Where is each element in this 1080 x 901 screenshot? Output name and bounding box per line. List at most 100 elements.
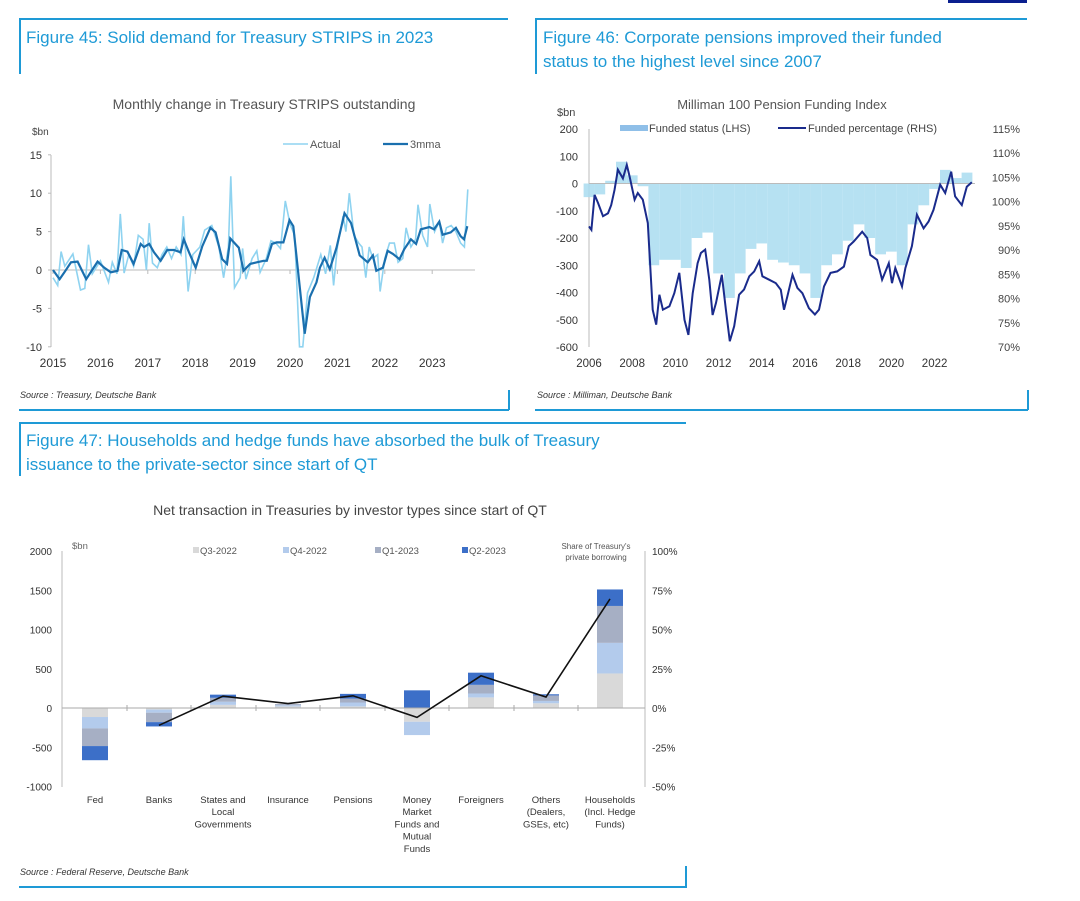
category-label: States and <box>200 795 245 806</box>
category-label: Funds <box>404 844 431 855</box>
legend-swatch <box>283 547 289 553</box>
y2-tick-label: -25% <box>652 743 675 754</box>
y-tick-label: -500 <box>32 743 52 754</box>
funded-status-bar <box>842 183 854 241</box>
funded-status-bar <box>929 183 940 189</box>
funded-status-bar <box>788 183 800 266</box>
y2-tick-label: -50% <box>652 783 675 794</box>
funded-status-bar <box>799 183 811 274</box>
x-tick-label: 2006 <box>576 358 602 370</box>
funded-status-bar <box>756 183 768 244</box>
x-tick-label: 2023 <box>419 356 446 370</box>
x-tick-label: 2019 <box>229 356 256 370</box>
legend-label: Q2-2023 <box>469 546 506 557</box>
category-label: (Dealers, <box>527 807 566 818</box>
bar-q4-2022 <box>533 700 559 704</box>
funded-status-bar <box>778 183 789 263</box>
y-tick-label: -5 <box>32 303 42 315</box>
funded-status-bar <box>853 183 865 225</box>
y2-tick-label: 0% <box>652 704 667 715</box>
fig47-source: Source : Federal Reserve, Deutsche Bank <box>20 867 189 877</box>
x-tick-label: 2022 <box>371 356 398 370</box>
x-tick-label: 2020 <box>277 356 304 370</box>
bar-q2-2023 <box>82 746 108 761</box>
y-axis-unit: $bn <box>72 541 88 552</box>
y2-tick-label: 90% <box>998 245 1020 257</box>
bar-q2-2023 <box>146 722 172 727</box>
funded-status-bar <box>950 178 962 184</box>
fig46-border-right <box>1027 390 1029 410</box>
funded-status-bar <box>810 183 822 298</box>
bar-q4-2022 <box>275 705 301 707</box>
y-tick-label: -600 <box>556 342 578 354</box>
y2-tick-label: 75% <box>998 318 1020 330</box>
x-tick-label: 2012 <box>706 358 732 370</box>
bar-q2-2023 <box>468 672 494 685</box>
category-label: Governments <box>194 819 251 830</box>
category-label: Fed <box>87 795 103 806</box>
x-tick-label: 2022 <box>922 358 948 370</box>
fig45-border-right <box>508 390 510 410</box>
funded-status-bar <box>875 183 886 255</box>
x-tick-label: 2016 <box>87 356 114 370</box>
y-tick-label: -200 <box>556 233 578 245</box>
funded-status-bar <box>713 183 724 274</box>
funded-status-bar <box>918 183 930 206</box>
bar-q3-2022 <box>146 708 172 710</box>
funded-status-bar <box>745 183 757 249</box>
category-label: Insurance <box>267 795 309 806</box>
fig46-border-bottom <box>535 409 1028 411</box>
funded-status-bar <box>605 180 616 184</box>
y2-tick-label: 85% <box>998 269 1020 281</box>
y-tick-label: 2000 <box>30 547 53 558</box>
y2-tick-label: 75% <box>652 586 672 597</box>
fig46-border-top <box>535 18 1027 20</box>
bar-q4-2022 <box>404 721 430 736</box>
fig46-source: Source : Milliman, Deutsche Bank <box>537 390 673 400</box>
funded-status-bar <box>767 183 778 260</box>
fig46-title-line1: Figure 46: Corporate pensions improved t… <box>543 28 942 47</box>
chart-title: Net transaction in Treasuries by investo… <box>153 502 547 518</box>
header-bar <box>948 0 1027 3</box>
fig45-title: Figure 45: Solid demand for Treasury STR… <box>26 28 434 47</box>
bar-q1-2023 <box>468 684 494 694</box>
legend-label: Q3-2022 <box>200 546 237 557</box>
bar-q3-2022 <box>82 708 108 718</box>
y2-tick-label: 95% <box>998 221 1020 233</box>
bar-q4-2022 <box>468 693 494 698</box>
category-label: GSEs, etc) <box>523 819 569 830</box>
category-label: Money <box>403 795 432 806</box>
funded-status-bar <box>886 183 897 252</box>
fig47-border-left <box>19 422 21 476</box>
funded-status-bar <box>961 172 973 184</box>
legend-label: Q1-2023 <box>382 546 419 557</box>
funded-status-bar <box>626 175 638 184</box>
fig46-border-left <box>535 18 537 74</box>
y-axis-unit: $bn <box>32 127 49 138</box>
y-tick-label: 0 <box>46 704 52 715</box>
bar-q2-2023 <box>597 589 623 606</box>
bar-q2-2023 <box>404 690 430 708</box>
y-tick-label: 0 <box>572 179 578 191</box>
legend-label: Funded status (LHS) <box>649 123 751 135</box>
fig45-source: Source : Treasury, Deutsche Bank <box>20 390 157 400</box>
y-tick-label: -100 <box>556 206 578 218</box>
bar-q3-2022 <box>275 706 301 708</box>
category-label: Banks <box>146 795 173 806</box>
funded-status-bar <box>821 183 832 266</box>
y-tick-label: 15 <box>30 150 42 162</box>
funded-status-bar <box>616 161 627 184</box>
y2-tick-label: 50% <box>652 626 672 637</box>
fig47-border-bottom <box>19 886 687 888</box>
y-tick-label: 5 <box>36 227 42 239</box>
legend-swatch <box>193 547 199 553</box>
bar-q3-2022 <box>210 704 236 708</box>
y2-label: private borrowing <box>565 553 626 562</box>
category-label: Pensions <box>333 795 372 806</box>
y2-tick-label: 115% <box>993 124 1021 136</box>
bar-q1-2023 <box>146 712 172 723</box>
bar-q1-2023 <box>275 704 301 706</box>
funded-status-bar <box>637 183 649 187</box>
y-tick-label: 10 <box>30 188 42 200</box>
